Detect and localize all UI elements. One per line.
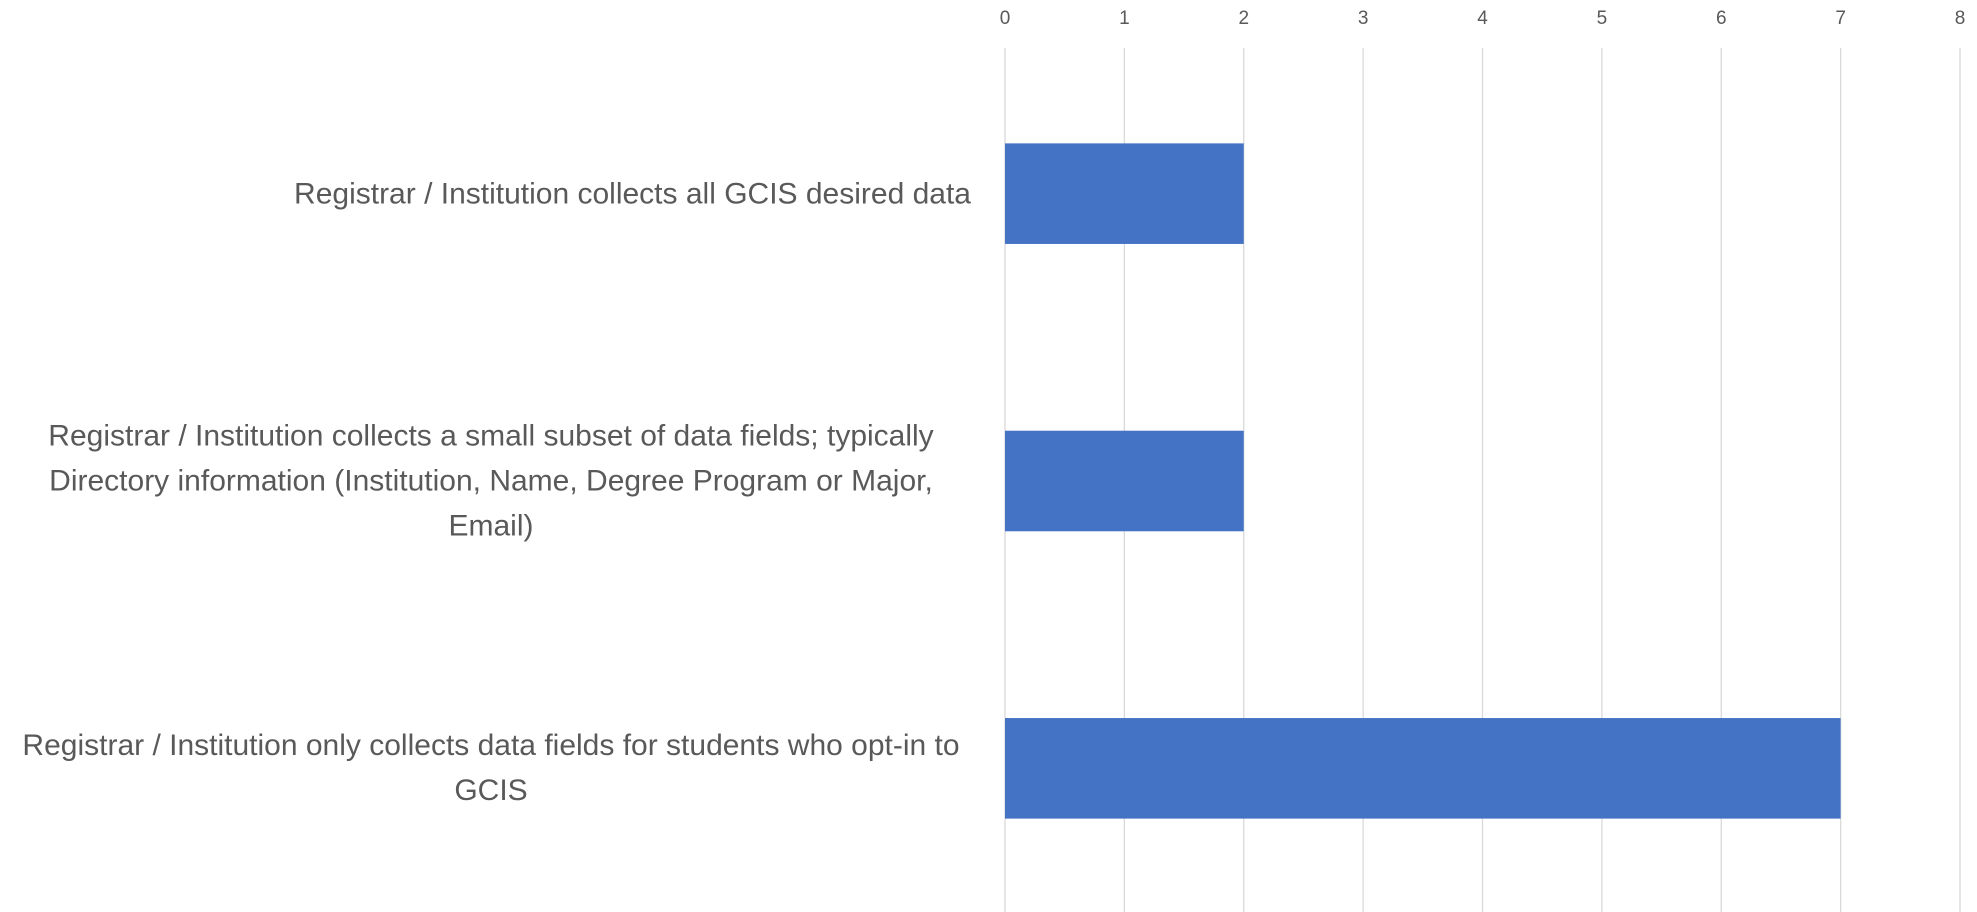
x-tick-label: 4 — [1477, 8, 1488, 29]
category-label-box: Registrar / Institution collects all GCI… — [11, 171, 971, 216]
x-tick-label: 6 — [1716, 8, 1727, 29]
category-label-box: Registrar / Institution collects a small… — [11, 414, 971, 549]
x-tick-label: 1 — [1119, 8, 1130, 29]
bar — [1005, 718, 1841, 819]
x-tick-label: 8 — [1955, 8, 1966, 29]
y-tick-label: Registrar / Institution collects all GCI… — [294, 177, 971, 211]
bar — [1005, 430, 1244, 532]
bar — [1005, 143, 1244, 244]
x-tick-label: 0 — [1000, 8, 1011, 29]
x-tick-label: 3 — [1358, 8, 1369, 29]
y-tick-label: Registrar / Institution only collects da… — [22, 729, 960, 808]
x-tick-label: 5 — [1597, 8, 1608, 29]
x-tick-label: 2 — [1238, 8, 1249, 29]
category-label-box: Registrar / Institution only collects da… — [11, 723, 971, 813]
y-tick-label: Registrar / Institution collects a small… — [48, 419, 934, 543]
x-tick-label: 7 — [1835, 8, 1846, 29]
